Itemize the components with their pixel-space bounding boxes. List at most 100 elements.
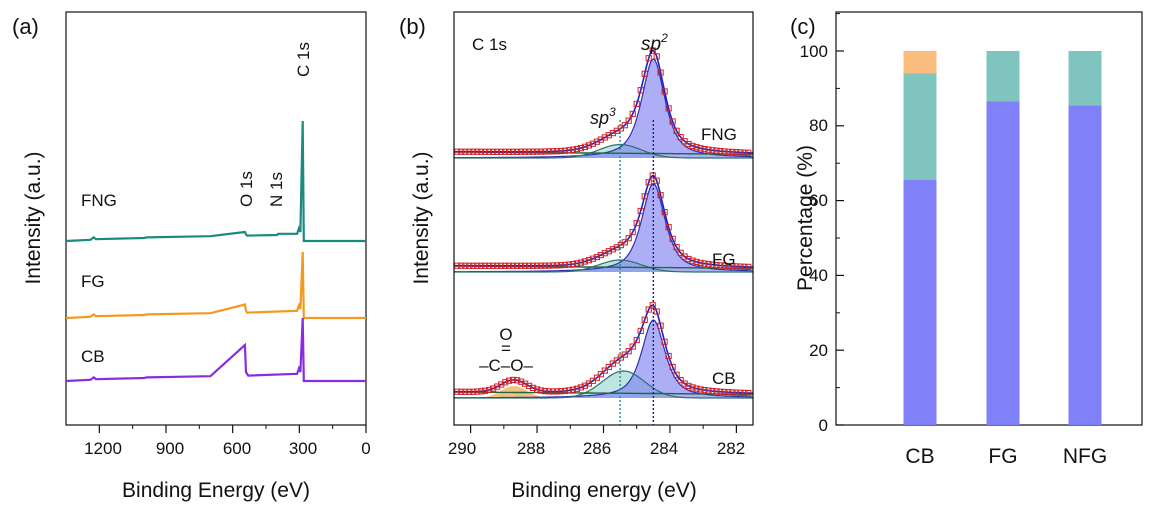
panel-b-fng-data-point [573,145,580,153]
panel-b-fg-data-point [510,262,517,269]
panel-b-fg-sp3-fill [454,260,753,272]
panel-b-fng-data-point [645,55,652,62]
panel-b-fg-data-point [565,261,572,268]
panel-b-cb-data-point [589,377,596,384]
panel-b-cb-data-point [665,352,672,360]
panel-b-fg-data-point [729,263,736,270]
panel-b-cb-data-point [565,387,572,394]
panel-a-tick-1200: 1200 [84,439,122,458]
panel-b-fng-data-point [502,148,509,155]
panel-b-fng-data-point [669,118,676,125]
panel-b-fg-data-point [665,224,672,231]
panel-b-fng-data-point [677,134,684,141]
panel-a-label-cb: CB [81,347,105,366]
panel-a-anno-o1s: O 1s [237,171,256,207]
panel-b-fng-data-point [458,148,465,155]
panel-b-xlabel: Binding energy (eV) [511,479,697,502]
panel-b-cb-data-point [593,374,600,381]
panel-b-fng-data-point [661,88,668,95]
panel-b-cb-data-point [629,343,636,350]
panel-b-cb-data-point [526,382,533,389]
panel-b-fg-data-point [458,262,465,269]
panel-b-fg-data-point [737,263,744,270]
panel-b-fg-data-point [589,255,596,262]
panel-b-cb-data-point [673,371,680,378]
panel-b-fg-data-point [486,262,493,269]
panel-b-fng-data-point [725,148,732,155]
panel-b-cb-data-point [653,308,660,315]
panel-b-fng-data-point [589,140,596,147]
panel-b-fng-data-point [466,148,473,155]
panel-b-fng-data-point [537,148,545,155]
panel-a-tick-600: 600 [223,439,251,458]
panel-b-cb-data-point [573,385,580,392]
panel-b-cb-data-point [689,384,696,391]
panel-b-fng-data-point [713,147,720,154]
panel-b-cb-data-point [561,387,569,394]
panel-b-fg-data-point [462,262,469,269]
panel-c-ticks [836,13,844,426]
panel-b-cb-data-point [557,388,565,395]
panel-b-fg-data-point [518,262,525,269]
panel-c-tick-80: 80 [809,116,828,135]
panel-b-tick-282: 282 [717,439,745,458]
panel-b-cb-data-point [490,385,497,392]
panel-b-cb-data-point [553,388,561,395]
panel-a-tick-300: 300 [289,439,317,458]
panel-b-cb-data-point [697,386,704,393]
panel-b-cb-data-point [685,382,692,389]
panel-b-fng-data-point [701,146,708,153]
panel-b-fg-data-point [741,263,748,270]
panel-b-fg-data-point [697,259,704,266]
panel-b-fng-data-point [518,148,525,155]
panel-b-fg-data-point [573,260,580,267]
panel-b-fg-data-point [541,262,549,269]
panel-b-fng-data-point [478,148,485,155]
panel-b-fng-data-point [737,149,744,156]
panel-c: (c) 0 20 40 60 80 100 Percentage (%) CB … [790,11,1143,468]
panel-b-cb-data-point [693,385,700,392]
panel-b-fg-data-point [537,262,545,269]
panel-b-cb-data-point [605,363,612,371]
panel-b-fg-data-point [581,258,588,265]
panel-b-fg-data-point [597,252,604,259]
panel-b-fg-data-point [625,235,632,242]
panel-b-cb-data-point [478,388,485,395]
panel-b-cb-data-point [541,388,549,395]
panel-b-fng-data-point [581,143,588,150]
panel-b-cb-data-point [534,386,541,393]
panel-b-fg-data-point [526,262,533,269]
panel-b-cb-data-point [633,336,640,344]
panel-b-fng-data-point [705,146,712,153]
panel-b-tick-290: 290 [448,439,476,458]
panel-b-fg-data-point [557,262,565,269]
panel-b-fng-data-point [693,144,700,151]
panel-b-fg-data-point [713,262,720,269]
panel-b-fg-data-point [677,249,684,256]
panel-b-fng-data-point [721,148,728,155]
panel-b-cb-data-point [725,389,732,396]
panel-b-fg-data-point [685,255,692,263]
panel-b-cb-data-point [462,388,469,395]
panel-b-fg-data-point [577,259,584,266]
panel-b-fng-data-point [557,147,565,155]
panel-b-fng-data-point [717,148,724,155]
panel-a-label-fg: FG [81,272,105,291]
panel-c-bar-cb-sp3 [903,73,937,181]
panel-b-fg-data-point [605,248,612,255]
panel-b-fg-data-point [725,262,732,270]
panel-a-series-fng [65,120,366,243]
panel-c-cat-fg: FG [988,445,1017,468]
panel-b-cb-data-point [518,378,525,385]
panel-b-fng-data-point [697,145,704,152]
panel-b-cb-data-point [701,387,708,394]
panel-b-cb-data-point [454,388,461,395]
panel-a-tick-900: 900 [156,439,184,458]
panel-b-fng-data-point [745,149,752,156]
panel-b-cb-data-point [609,360,616,367]
panel-b-fg-data-point [609,246,616,253]
panel-b-fg-data-point [569,261,576,268]
panel-b-cb-data-point [466,388,473,395]
panel-a: (a) 1200 900 600 300 0 Binding Energy (e… [12,11,371,502]
panel-b-fg-data-point [661,209,668,216]
